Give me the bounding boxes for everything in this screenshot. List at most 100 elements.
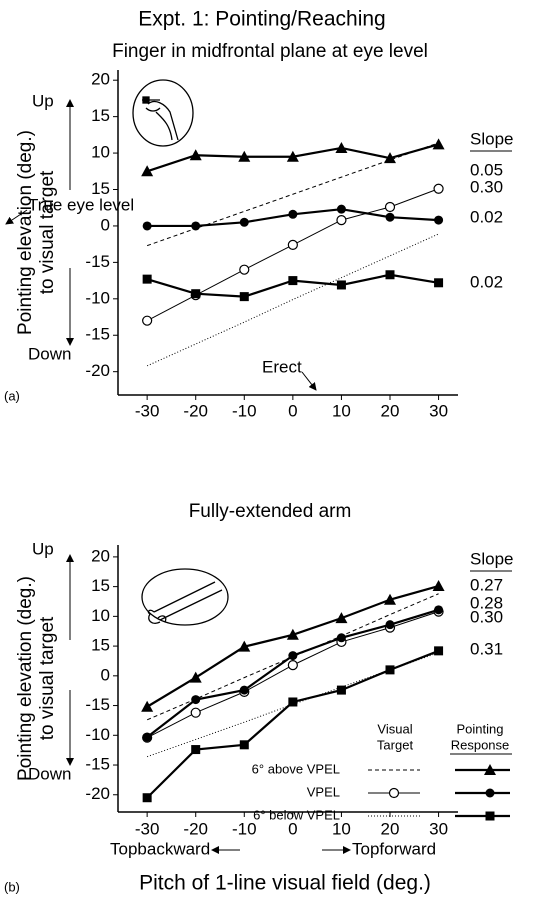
slope-label: 0.28	[470, 593, 503, 612]
marker-triangle	[141, 165, 154, 177]
x-tick-label: 20	[381, 401, 400, 420]
down-label: Down	[28, 764, 71, 783]
marker-triangle	[335, 141, 348, 153]
marker-circle	[239, 217, 249, 227]
marker-square	[191, 745, 201, 755]
x-tick-label: -30	[135, 401, 160, 420]
marker-circle	[336, 204, 346, 214]
marker-square	[434, 646, 444, 656]
x-tick-label: 10	[332, 401, 351, 420]
marker-square	[142, 793, 152, 803]
y-tick-label: -20	[85, 784, 110, 803]
marker-circle	[385, 620, 395, 630]
marker-square	[191, 289, 201, 299]
y-tick-label: -20	[85, 361, 110, 380]
slope-label: 0.31	[470, 639, 503, 658]
arm-icon	[141, 568, 229, 626]
slope-label: 0.27	[470, 575, 503, 594]
legend-label: 6° below VPEL	[253, 807, 340, 822]
marker-triangle	[286, 628, 299, 640]
y-tick-label: 15	[91, 106, 110, 125]
y-tick-label: -15	[85, 325, 110, 344]
x-axis-label: Pitch of 1-line visual field (deg.)	[139, 872, 431, 895]
y-tick-label: 0	[101, 665, 110, 684]
series-line	[146, 652, 439, 758]
y-axis-label: to visual target	[37, 170, 58, 294]
y-tick-label: 10	[91, 606, 110, 625]
y-axis-label: to visual target	[37, 616, 58, 740]
slope-label: 0.05	[470, 160, 503, 179]
x-tick-label: 0	[288, 401, 297, 420]
marker-square	[385, 270, 395, 280]
marker-square	[239, 292, 249, 302]
series-line	[146, 188, 439, 322]
legend-marker	[388, 787, 400, 799]
slope-label: 0.30	[470, 177, 503, 196]
annotation: Erect	[262, 357, 302, 376]
x-tick-label: -30	[135, 819, 160, 838]
series-line	[146, 233, 439, 367]
slope-label: 0.02	[470, 272, 503, 291]
x-tick-label: -20	[183, 819, 208, 838]
subtitle: Finger in midfrontal plane at eye level	[112, 41, 428, 62]
marker-triangle	[189, 671, 202, 683]
y-axis-label: Pointing elevation (deg.)	[15, 576, 36, 781]
legend-header: Visual	[377, 721, 412, 736]
marker-open-circle	[433, 183, 444, 194]
marker-triangle	[384, 593, 396, 605]
marker-open-circle	[384, 201, 396, 213]
x-tick-label: -20	[183, 401, 208, 420]
marker-square	[239, 740, 249, 750]
legend-marker	[484, 764, 496, 775]
up-label: Up	[32, 91, 54, 110]
x-tick-label: 30	[429, 819, 448, 838]
marker-triangle	[335, 612, 348, 624]
marker-circle	[288, 651, 298, 661]
legend-label: VPEL	[307, 784, 340, 799]
y-tick-label: -15	[85, 252, 110, 271]
marker-circle	[191, 221, 201, 231]
y-tick-label: -10	[85, 725, 110, 744]
marker-triangle	[286, 150, 299, 162]
annotation-arrow	[301, 371, 317, 391]
slope-header: Slope	[470, 549, 513, 568]
legend-header: Pointing	[457, 721, 504, 736]
marker-open-circle	[142, 315, 153, 326]
y-tick-label: -10	[85, 288, 110, 307]
slope-label: 0.30	[470, 607, 503, 626]
y-tick-label: 10	[91, 143, 110, 162]
marker-triangle	[432, 138, 445, 150]
marker-circle	[336, 633, 346, 643]
marker-square	[288, 276, 298, 286]
marker-circle	[142, 732, 152, 742]
x-tick-label: -10	[232, 401, 257, 420]
legend-header: Response	[451, 737, 510, 752]
marker-triangle	[384, 152, 396, 164]
finger-icon	[132, 79, 194, 147]
marker-triangle	[432, 580, 445, 592]
title: Expt. 1: Pointing/Reaching	[138, 8, 386, 31]
y-tick-label: 15	[91, 636, 110, 655]
down-label: Down	[28, 344, 71, 363]
slope-label: 0.02	[470, 207, 503, 226]
y-tick-label: 20	[91, 546, 110, 565]
marker-square	[288, 697, 298, 707]
y-tick-label: 15	[91, 179, 110, 198]
marker-triangle	[238, 150, 251, 162]
y-tick-label: 15	[91, 576, 110, 595]
marker-circle	[239, 685, 249, 695]
marker-open-circle	[287, 660, 298, 671]
marker-square	[336, 280, 346, 290]
x-tick-label: 0	[288, 819, 297, 838]
legend-label: 6° above VPEL	[252, 761, 340, 776]
annotation: True eye level	[28, 195, 134, 214]
up-label: Up	[32, 539, 54, 558]
marker-circle	[142, 221, 152, 231]
legend-marker	[485, 811, 495, 821]
x-direction-label: Topforward	[352, 839, 436, 858]
panel-label: (b)	[4, 879, 20, 894]
y-axis-label: Pointing elevation (deg.)	[15, 130, 36, 335]
x-tick-label: 30	[429, 401, 448, 420]
